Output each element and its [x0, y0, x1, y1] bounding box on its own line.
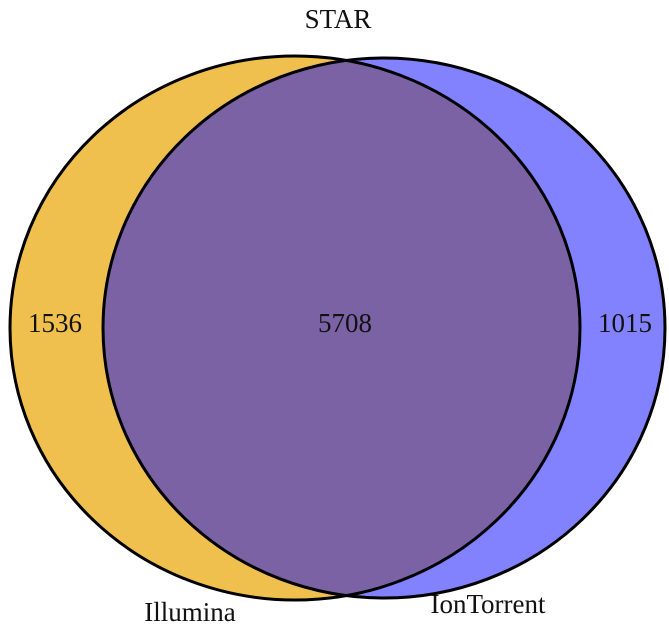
region-label: 1536: [28, 308, 82, 338]
intersection: [103, 58, 580, 598]
region-label: 1015: [598, 308, 652, 338]
set-label: Illumina: [144, 597, 235, 627]
region-label: 5708: [318, 308, 372, 338]
chart-title: STAR: [305, 4, 372, 34]
set-outline: [101, 56, 667, 600]
set-outline: [8, 54, 582, 602]
set-label: IonTorrent: [430, 589, 546, 619]
